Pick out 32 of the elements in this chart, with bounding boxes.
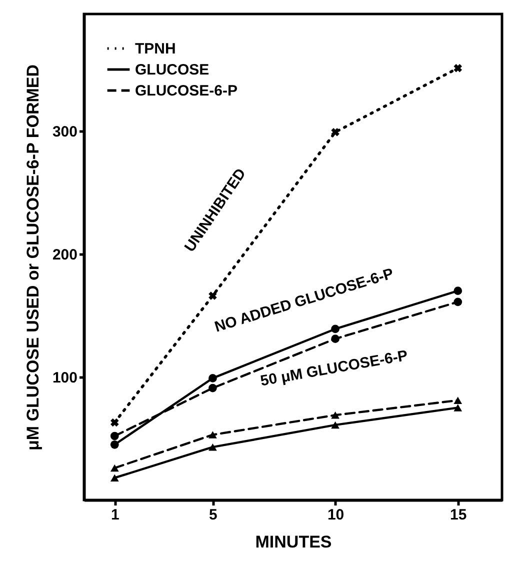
point (331, 324, 340, 334)
point (331, 421, 340, 429)
point (208, 292, 217, 300)
point (331, 334, 340, 343)
x-tick-label: 5 (209, 506, 218, 524)
x-tick-label: 10 (327, 506, 344, 524)
point (110, 464, 119, 472)
x-tick-label: 1 (110, 506, 120, 524)
point (208, 431, 217, 438)
point (110, 418, 119, 427)
point (110, 474, 119, 482)
x-axis-title: MINUTES (255, 532, 332, 552)
point (110, 440, 119, 449)
legend-label: GLUCOSE-6-P (135, 82, 238, 100)
point (454, 404, 462, 412)
x-tick-label: 15 (450, 506, 467, 524)
point (454, 64, 462, 72)
point (110, 432, 119, 440)
y-tick-label: 100 (52, 369, 78, 386)
point (208, 443, 217, 451)
point (454, 286, 462, 296)
point (331, 411, 340, 419)
y-tick-label: 200 (52, 246, 78, 264)
point (208, 384, 217, 392)
y-tick-label: 300 (52, 123, 78, 140)
legend-label: TPNH (135, 40, 176, 58)
point (454, 298, 462, 306)
point (454, 396, 462, 404)
point (331, 128, 340, 136)
point (208, 374, 217, 382)
legend-label: GLUCOSE (135, 62, 210, 78)
y-axis-title: μM GLUCOSE USED or GLUCOSE-6-P FORMED (23, 64, 42, 451)
